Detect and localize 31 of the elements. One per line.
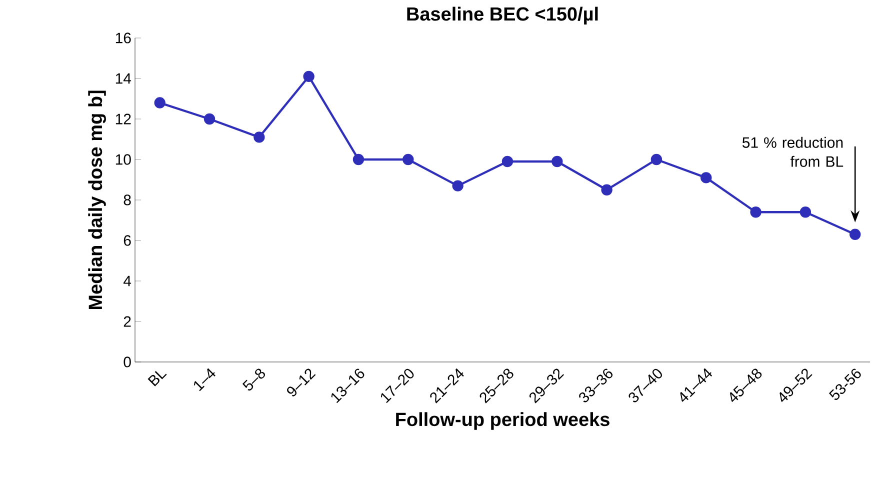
point: [800, 206, 812, 218]
y-tick-label: 4: [123, 276, 132, 286]
x-tick-label: BL: [148, 371, 167, 386]
x-tick-label: 1–4: [194, 368, 216, 392]
point: [700, 172, 712, 184]
point: [402, 154, 414, 166]
x-axis-title: Follow-up period weeks: [396, 412, 610, 430]
y-tick-label: 16: [116, 32, 131, 44]
point: [552, 156, 563, 168]
point: [352, 154, 364, 166]
y-tick-label: 10: [116, 154, 131, 165]
y-tick-label: 0: [124, 356, 131, 368]
point: [850, 228, 861, 240]
x-tick-label: 5–8: [242, 368, 265, 391]
annotation: 51 % reduction from BL: [742, 136, 844, 167]
point: [154, 97, 166, 108]
y-tick-label: 12: [116, 114, 131, 124]
point: [650, 154, 662, 166]
point: [254, 132, 265, 143]
y-tick-label: 8: [124, 194, 131, 206]
y-axis-title: Median daily dose mg b]: [88, 90, 106, 310]
point: [601, 184, 612, 196]
point: [502, 156, 514, 168]
point: [303, 70, 314, 82]
y-tick-label: 6: [124, 235, 131, 246]
chart-title: Baseline BEC <150/µl: [407, 6, 598, 24]
point: [452, 180, 464, 192]
y-tick-label: 2: [124, 316, 131, 327]
point: [204, 113, 216, 125]
point: [750, 206, 762, 218]
y-tick-label: 14: [116, 73, 132, 84]
